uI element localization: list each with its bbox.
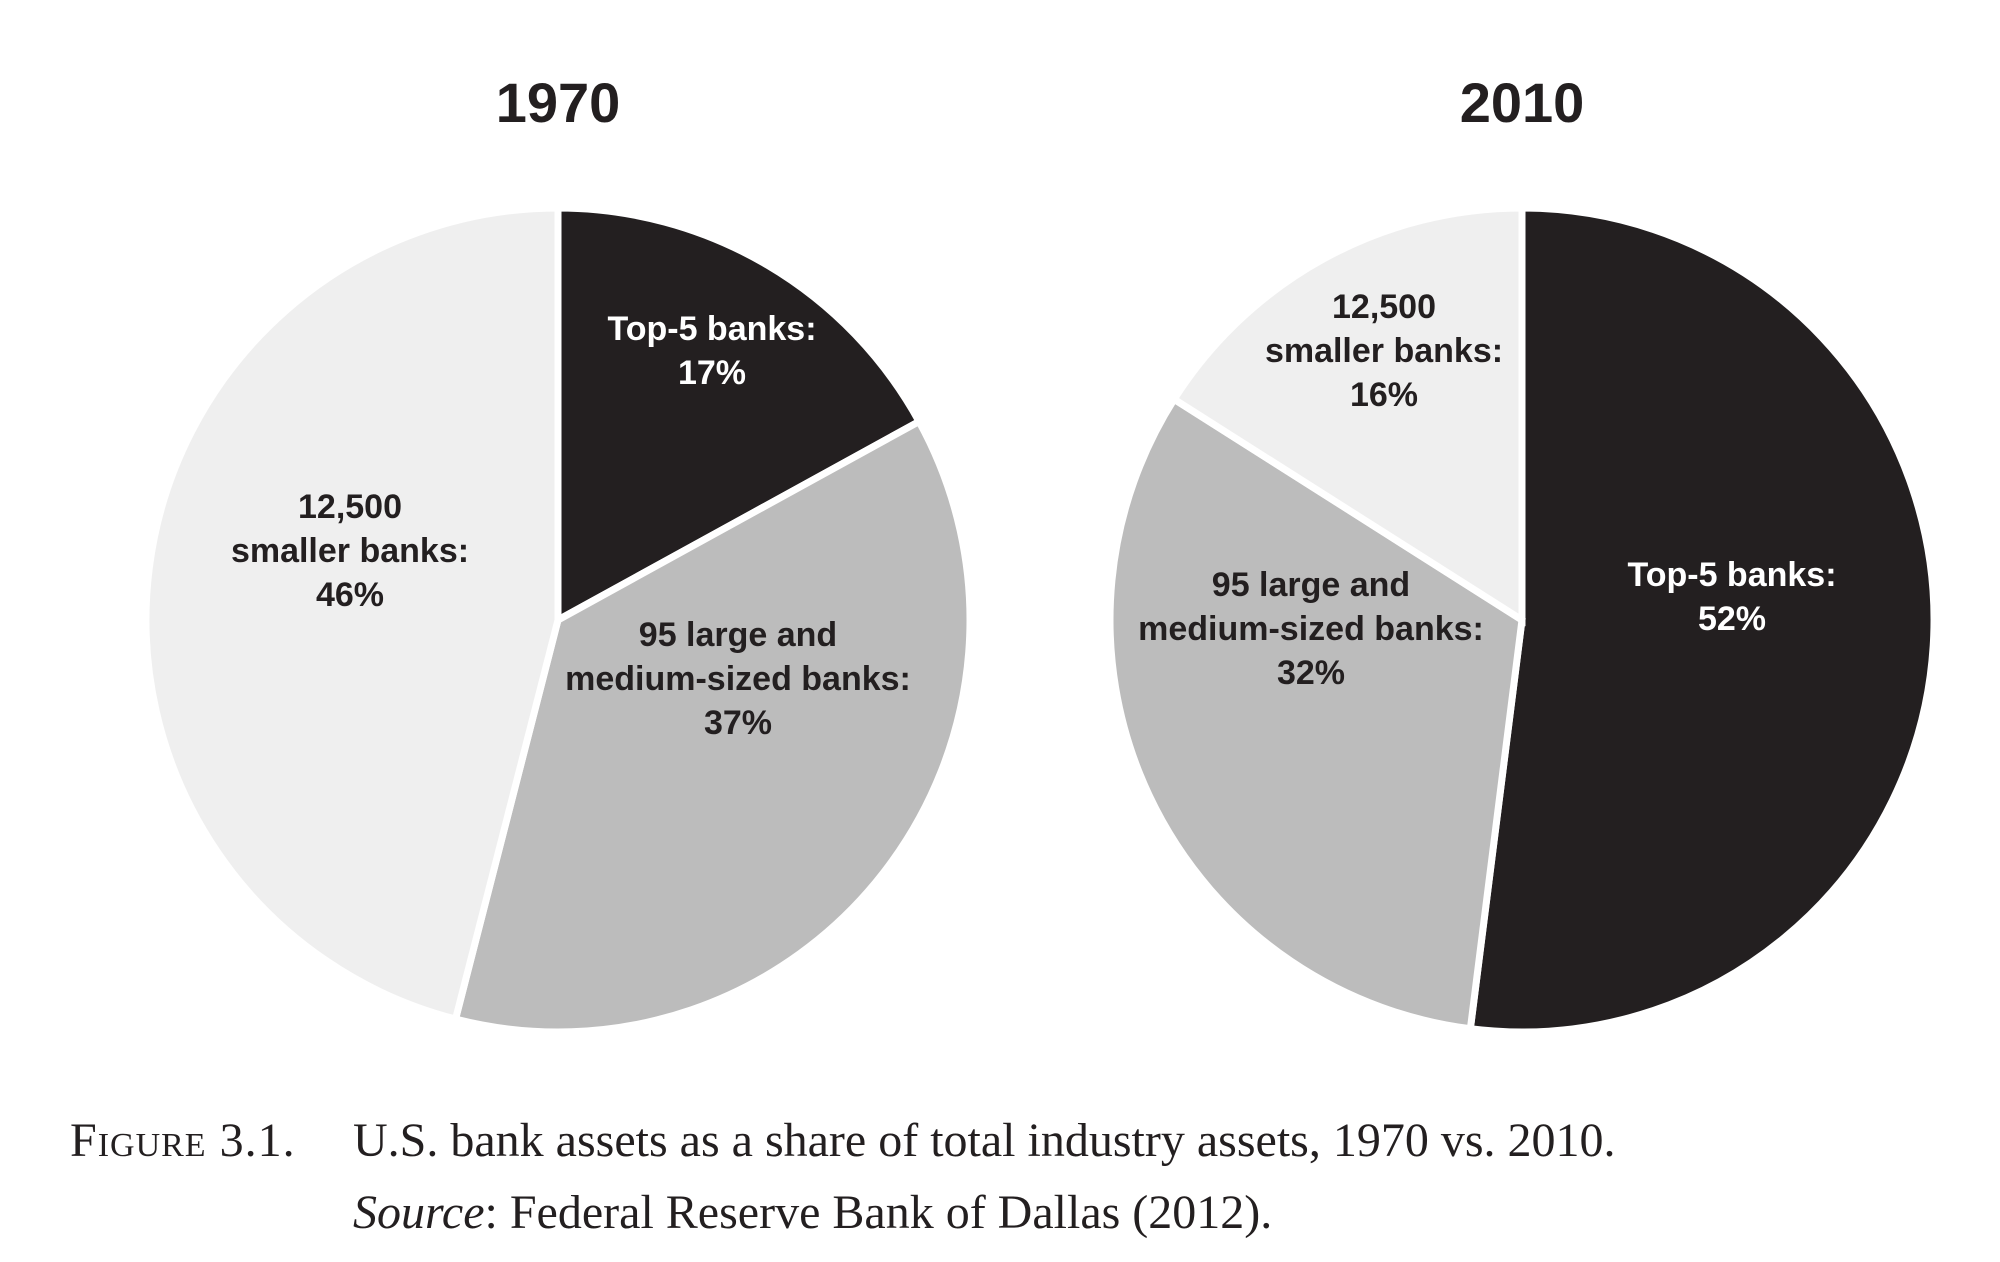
caption-source-word: Source [353, 1186, 485, 1239]
slice-label-line: Top-5 banks: [607, 310, 816, 348]
slice-label-line: 12,500 [298, 488, 402, 526]
pie-slice-smaller [1169, 204, 1526, 627]
chart-title: 1970 [496, 71, 621, 134]
slice-label-smaller: 12,500 smaller banks: 16% [1265, 288, 1503, 414]
caption-label: Figure 3.1. [70, 1114, 296, 1167]
caption-line1: U.S. bank assets as a share of total ind… [353, 1114, 1616, 1167]
slice-label-line: smaller banks: [231, 532, 469, 570]
slice-label-line: 17% [678, 354, 746, 392]
pie-chart-1970: 1970 Top-5 banks: 17% 95 large and medium-si… [142, 71, 974, 1036]
slice-label-line: 95 large and [639, 616, 837, 654]
pie-slice-large_medium [451, 416, 974, 1036]
slice-label-line: 32% [1277, 654, 1345, 692]
slice-label-smaller: 12,500 smaller banks: 46% [231, 488, 469, 614]
chart-title: 2010 [1460, 71, 1585, 134]
slice-label-line: medium-sized banks: [1138, 610, 1484, 648]
slice-label-line: Top-5 banks: [1627, 556, 1836, 594]
figure-caption: Figure 3.1. U.S. bank assets as a share … [70, 1105, 1950, 1249]
slice-label-large_medium: 95 large and medium-sized banks: 32% [1138, 566, 1484, 692]
slice-label-line: 95 large and [1212, 566, 1410, 604]
slice-label-line: 16% [1350, 376, 1418, 414]
slice-label-line: 37% [704, 704, 772, 742]
pie-slice-top5 [554, 204, 924, 626]
slice-label-line: 12,500 [1332, 288, 1436, 326]
slice-label-line: 52% [1698, 600, 1766, 638]
pie-charts: 1970 Top-5 banks: 17% 95 large and medium-si… [142, 71, 1938, 1036]
caption-body: U.S. bank assets as a share of total ind… [353, 1105, 1950, 1249]
slice-label-line: smaller banks: [1265, 332, 1503, 370]
pie-chart-2010: 2010 Top-5 banks: 52% 95 large and medium-si… [1106, 71, 1938, 1036]
slice-label-line: medium-sized banks: [565, 660, 911, 698]
slice-label-line: 46% [316, 576, 384, 614]
slice-label-top5: Top-5 banks: 17% [607, 310, 816, 392]
pie-slice-smaller [142, 204, 562, 1024]
pie-slice-top5 [1466, 204, 1938, 1036]
caption-source-text: : Federal Reserve Bank of Dallas (2012). [484, 1186, 1273, 1239]
slice-label-large_medium: 95 large and medium-sized banks: 37% [565, 616, 911, 742]
slice-label-top5: Top-5 banks: 52% [1627, 556, 1836, 638]
